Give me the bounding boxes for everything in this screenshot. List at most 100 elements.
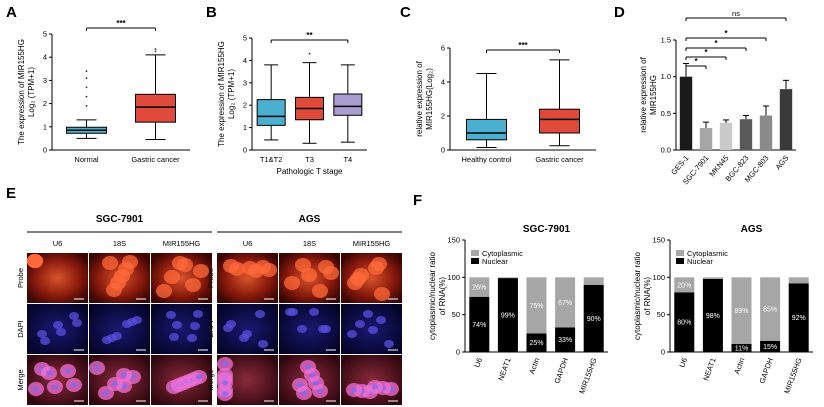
cell-shape — [248, 264, 264, 278]
nucleus-shape — [222, 380, 228, 386]
cell-shape — [156, 284, 172, 298]
panel-label-d: D — [614, 4, 625, 21]
chart-a-y-tick-label: 1 — [43, 122, 47, 131]
bar-nuclear — [526, 333, 547, 352]
outlier-point — [85, 95, 88, 98]
cell-shape — [312, 284, 328, 298]
bar-nuclear — [583, 284, 604, 352]
box — [539, 108, 580, 134]
nucleus-shape — [222, 361, 228, 367]
box — [466, 118, 507, 141]
comparison-label: * — [694, 57, 698, 66]
legend-label-cytoplasmic: Cytoplasmic — [482, 249, 523, 258]
bar-nuclear — [469, 296, 490, 352]
cell-shape — [72, 319, 82, 327]
x-tick-label: Actin — [732, 357, 746, 376]
nucleus-shape — [297, 382, 303, 388]
nucleus-shape — [52, 384, 58, 390]
chart-f-ags: 0 50 100 150 cytoplasmic/nuclear ratio of RNA… — [633, 224, 813, 395]
chart-f2-ylabel-1: cytoplasmic/nuclear ratio — [633, 251, 642, 340]
data-label-cytoplasmic: 26% — [472, 285, 486, 292]
x-tick-label: MIR155HG — [577, 356, 598, 394]
cell-shape — [56, 328, 66, 336]
nucleus-shape — [313, 380, 319, 386]
data-label-cytoplasmic: 89% — [734, 308, 748, 315]
nucleus-shape — [301, 390, 307, 396]
x-tick-label: Normal — [74, 155, 99, 164]
legend-label-nuclear: Nuclear — [687, 257, 713, 266]
data-label-nuclear: 15% — [763, 344, 777, 351]
bar — [719, 122, 733, 150]
cell-shape — [374, 287, 390, 301]
cell-shape — [164, 270, 180, 284]
nucleus-shape — [317, 388, 323, 394]
microscopy-column-label: MIR155HG — [353, 239, 391, 248]
outlier-point — [85, 70, 88, 73]
chart-b-y-tick-label: 1 — [243, 123, 247, 132]
cell-shape — [258, 340, 268, 348]
comparison-label: * — [724, 29, 728, 38]
microscopy-group-title: SGC-7901 — [96, 214, 144, 225]
cell-shape — [255, 310, 265, 318]
chart-a-ylabel-2: Log₂ (TPM+1) — [27, 67, 36, 117]
data-label-nuclear: 92% — [792, 315, 806, 322]
x-tick-label: U6 — [677, 357, 689, 369]
nucleus-shape — [351, 387, 357, 393]
x-tick-label: Healthy control — [461, 155, 511, 164]
legend-swatch-cytoplasmic — [471, 250, 479, 256]
chart-a-y-tick-label: 5 — [43, 30, 47, 39]
microscopy-row-label: Probe — [206, 268, 215, 288]
cell-shape — [297, 325, 307, 333]
chart-f1-y-tick-label: 150 — [447, 236, 460, 245]
bar-cytoplasmic — [702, 277, 723, 279]
data-label-nuclear: 99% — [501, 313, 515, 320]
x-tick-label: MIR155HG — [782, 356, 803, 394]
microscopy-group-title: AGS — [299, 214, 321, 225]
box — [135, 93, 176, 123]
microscopy-image — [151, 304, 212, 354]
outlier-point — [154, 50, 157, 53]
nucleus-shape — [46, 370, 52, 376]
x-tick-label: Actin — [527, 357, 541, 376]
chart-b-y-tick-label: 5 — [243, 34, 247, 43]
chart-f-sgc7901: 0 50 100 150 cytoplasmic/nuclear ratio of RNA… — [428, 224, 608, 395]
chart-b-ylabel-2: Log₂ (TPM+1) — [227, 69, 236, 119]
bar — [739, 119, 753, 150]
cell-shape — [37, 330, 47, 338]
chart-a: 0 1 2 3 4 5 The expression of MIR155HG Log₂ (TP… — [17, 19, 190, 164]
chart-d-y-tick-label: 1.0 — [661, 72, 671, 81]
cell-shape — [242, 330, 252, 338]
legend-swatch-nuclear — [471, 258, 479, 264]
microscopy-row-label: Merge — [206, 369, 215, 390]
cell-shape — [363, 310, 373, 318]
data-label-cytoplasmic: 85% — [763, 307, 777, 314]
nucleus-shape — [196, 374, 202, 380]
chart-f2-ylabel-2: of RNA(%) — [643, 277, 652, 316]
microscopy-image — [89, 304, 150, 354]
chart-a-y-tick-label: 3 — [43, 76, 47, 85]
panel-label-c: C — [400, 4, 411, 21]
data-label-cytoplasmic: 75% — [529, 303, 543, 310]
x-tick-label: GAPDH — [757, 357, 775, 385]
panel-label-f: F — [413, 192, 422, 209]
cell-shape — [371, 257, 387, 271]
bar-cytoplasmic — [469, 277, 490, 297]
microscopy-column-label: MIR155HG — [163, 239, 201, 248]
chart-b: 0 1 2 3 4 5 The expression of MIR155HG Log₂ (TP… — [217, 31, 367, 176]
nucleus-shape — [94, 365, 100, 371]
microscopy-image — [27, 304, 88, 354]
outlier-point — [154, 48, 157, 50]
x-axis-title: Pathologic T stage — [277, 167, 344, 176]
chart-f1-y-tick-label: 50 — [452, 310, 460, 319]
x-tick-label: U6 — [472, 357, 484, 369]
chart-f1-ylabel-1: cytoplasmic/nuclear ratio — [428, 251, 437, 340]
chart-c-y-tick-label: 0 — [441, 146, 445, 155]
microscopy-column-label: 18S — [303, 239, 316, 248]
cell-shape — [288, 308, 298, 316]
panel-label-e: E — [6, 185, 16, 202]
cell-shape — [187, 334, 197, 342]
cell-shape — [169, 333, 179, 341]
microscopy-column-label: U6 — [53, 239, 63, 248]
bar-nuclear — [674, 292, 695, 352]
